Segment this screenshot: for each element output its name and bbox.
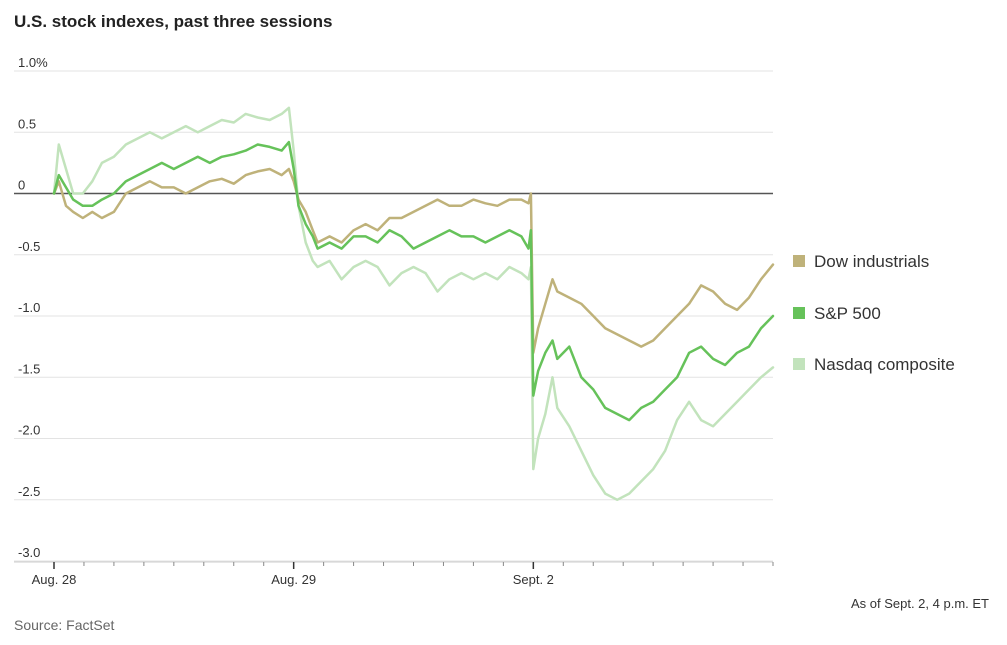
y-axis-tick-labels: 1.0% 0.5 0 -0.5 -1.0 -1.5 -2.0 -2.5 -3.0 (18, 55, 48, 560)
chart-title: U.S. stock indexes, past three sessions (14, 12, 333, 31)
source-note: Source: FactSet (14, 617, 115, 633)
legend-label: S&P 500 (814, 304, 881, 323)
y-tick-label: -2.0 (18, 423, 40, 438)
x-tick-label: Aug. 28 (32, 572, 77, 587)
legend-swatch (793, 255, 805, 267)
legend: Dow industrials S&P 500 Nasdaq composite (793, 252, 955, 374)
series-line-nasdaq-composite (52, 106, 775, 502)
y-tick-label: -2.5 (18, 484, 40, 499)
y-tick-label: 0.5 (18, 116, 36, 131)
y-tick-label: 1.0% (18, 55, 48, 70)
y-tick-label: -3.0 (18, 545, 40, 560)
legend-label: Dow industrials (814, 252, 929, 271)
legend-label: Nasdaq composite (814, 355, 955, 374)
x-axis: Aug. 28 Aug. 29 Sept. 2 (14, 561, 774, 587)
legend-swatch (793, 307, 805, 319)
gridlines (14, 70, 773, 562)
y-tick-label: -1.0 (18, 300, 40, 315)
timestamp-note: As of Sept. 2, 4 p.m. ET (850, 596, 989, 611)
y-tick-label: -1.5 (18, 361, 40, 376)
series-line-dow-industrials (52, 167, 775, 355)
series-lines (52, 106, 775, 502)
legend-swatch (793, 358, 805, 370)
x-tick-label: Sept. 2 (513, 572, 554, 587)
series-line-s-p-500 (52, 140, 775, 422)
y-tick-label: 0 (18, 178, 25, 193)
y-tick-label: -0.5 (18, 239, 40, 254)
x-tick-label: Aug. 29 (271, 572, 316, 587)
